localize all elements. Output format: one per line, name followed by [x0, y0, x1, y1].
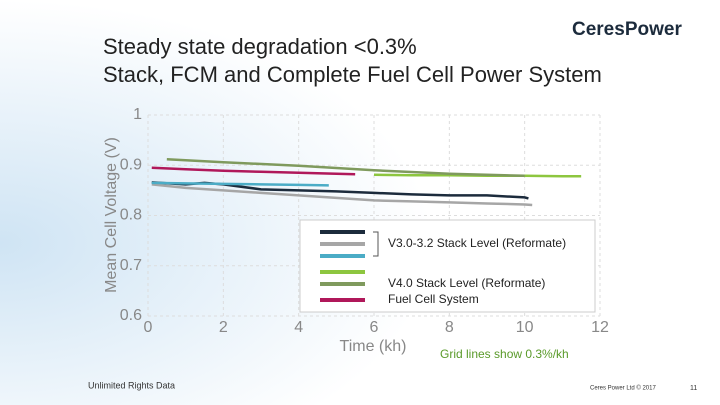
x-tick-label: 8 — [445, 319, 454, 336]
y-tick-label: 1 — [133, 106, 142, 123]
x-tick-label: 2 — [219, 319, 228, 336]
page-number: 11 — [690, 385, 697, 392]
y-tick-label: 0.9 — [120, 156, 142, 173]
legend-label: V3.0-3.2 Stack Level (Reformate) — [388, 236, 566, 250]
x-axis-label: Time (kh) — [340, 338, 407, 355]
y-tick-label: 0.6 — [120, 307, 142, 324]
series-line — [151, 166, 356, 176]
series-line — [151, 181, 329, 187]
x-tick-label: 10 — [516, 319, 534, 336]
title: Steady state degradation <0.3% — [103, 34, 417, 59]
legend-box — [299, 219, 596, 313]
footer-left: Unlimited Rights Data — [88, 380, 175, 390]
x-tick-label: 6 — [370, 319, 379, 336]
legend-label: V4.0 Stack Level (Reformate) — [388, 276, 545, 290]
logo: CeresPower — [572, 19, 682, 40]
legend-label: Fuel Cell System — [388, 292, 479, 306]
subtitle: Stack, FCM and Complete Fuel Cell Power … — [103, 62, 602, 87]
y-tick-label: 0.8 — [120, 207, 142, 224]
x-tick-label: 4 — [294, 319, 303, 336]
footer-right: Ceres Power Ltd © 2017 — [590, 385, 656, 392]
y-tick-label: 0.7 — [120, 257, 142, 274]
legend-bracket — [373, 231, 379, 257]
series-line — [151, 183, 533, 207]
x-tick-label: 0 — [144, 319, 153, 336]
series-line — [166, 157, 525, 178]
annotation: Grid lines show 0.3%/kh — [440, 347, 569, 361]
y-axis-label: Mean Cell Voltage (V) — [103, 137, 120, 293]
x-tick-label: 12 — [591, 319, 609, 336]
